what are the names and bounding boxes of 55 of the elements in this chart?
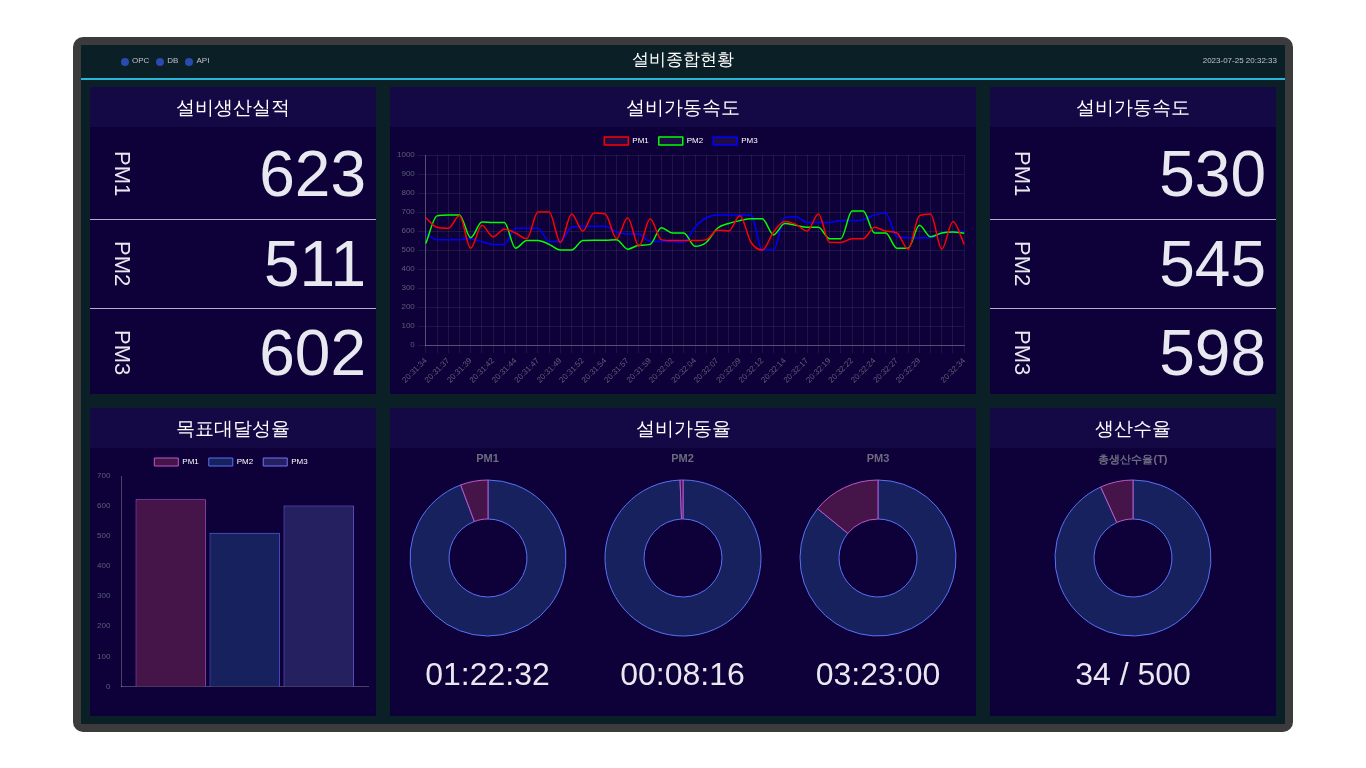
legend-label: PM1 [632,136,650,146]
y-tick-label: 400 [401,264,416,274]
category-label: PM2 [109,241,135,287]
legend-label: PM2 [236,457,254,467]
chart-title: 목표대달성율 [90,408,376,448]
chart-subtitle: 총생산수율(T) [1097,452,1169,467]
y-tick-label: 600 [96,501,111,511]
y-tick-label: 100 [401,321,416,331]
text: 2023-07-25 20:32:33 [1202,56,1277,65]
category-label: PM1 [1009,151,1035,197]
chart-subtitle: PM1 [475,452,500,464]
text: 00:08:16 [619,656,746,693]
data-label: 511 [263,227,366,302]
data-label: 545 [1159,227,1266,302]
y-tick-label: 800 [401,188,416,198]
y-tick-label: 300 [401,283,416,293]
chart-subtitle: PM2 [670,452,695,464]
y-tick-label: 0 [105,681,111,691]
legend-label: PM2 [686,136,704,146]
text: 설비가동율 [390,408,976,448]
text: 설비가동속도 [990,87,1276,127]
legend-label: PM1 [182,457,200,467]
y-tick-label: 600 [401,226,416,236]
y-tick-label: 100 [96,651,111,661]
y-tick-label: 400 [96,561,111,571]
y-tick-label: 200 [401,302,416,312]
data-label: 623 [259,137,366,212]
y-tick-label: 300 [96,591,111,601]
y-tick-label: 500 [96,531,111,541]
y-tick-label: 700 [401,207,416,217]
legend-label: PM3 [741,136,759,146]
chart-subtitle: PM3 [865,452,891,464]
legend-label: PM3 [291,457,309,467]
text: API [196,56,210,65]
category-label: PM1 [109,151,135,197]
chart-title: 설비가동속도 [390,87,976,127]
category-label: PM2 [1009,241,1035,287]
text: DB [167,56,179,65]
chart-title: 생산수율 [990,408,1276,448]
text: 설비종합현황 [631,49,735,71]
category-label: PM3 [1009,330,1035,376]
y-tick-label: 1000 [397,150,416,160]
category-label: PM3 [109,330,135,376]
text: 03:23:00 [814,656,942,693]
y-tick-label: 900 [401,169,416,179]
y-tick-label: 700 [96,471,111,481]
y-tick-label: 200 [96,621,111,631]
text: 01:22:32 [424,656,551,693]
data-label: 602 [259,316,366,391]
data-label: 598 [1159,316,1266,391]
text: 설비생산실적 [90,87,376,127]
y-tick-label: 500 [401,245,416,255]
text: 34 / 500 [1074,656,1192,693]
text: OPC [132,56,150,65]
data-label: 530 [1159,137,1266,212]
